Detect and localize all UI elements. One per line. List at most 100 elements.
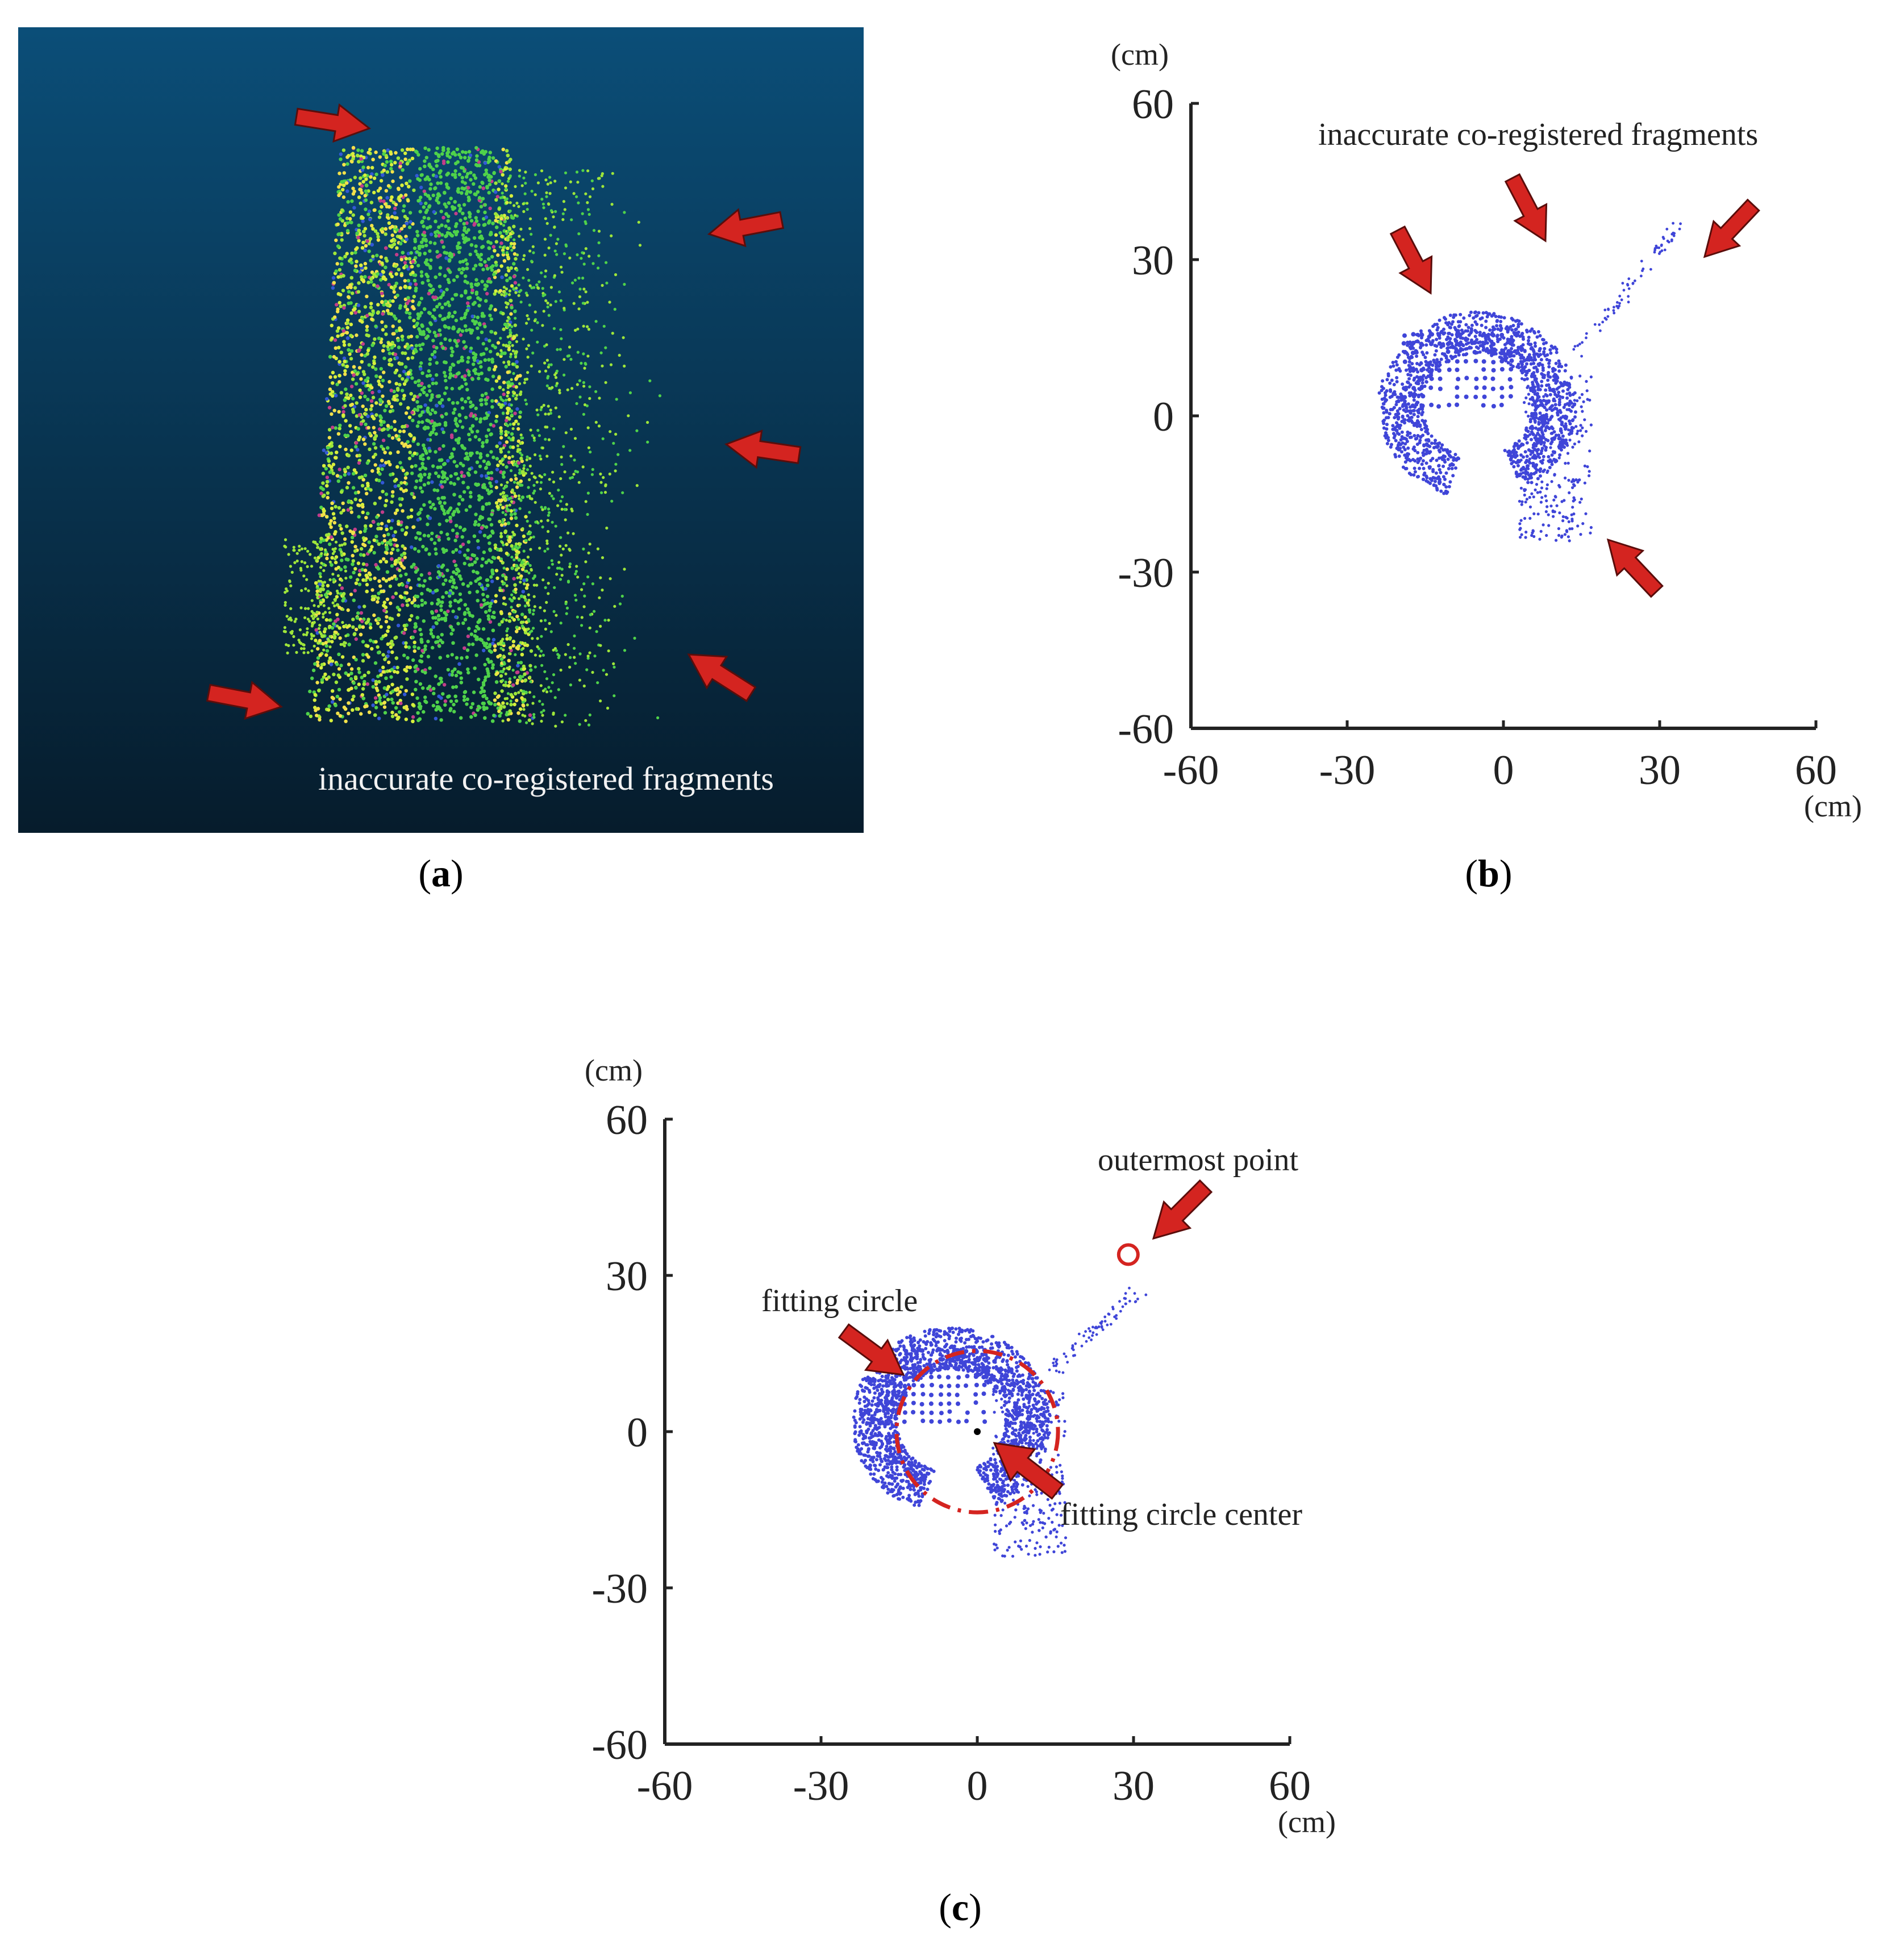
cloud-point: [460, 397, 464, 401]
cloud-point: [490, 579, 494, 583]
cloud-point: [591, 262, 595, 265]
cloud-point: [549, 233, 552, 237]
cloud-point: [398, 304, 402, 308]
cloud-point: [390, 557, 394, 561]
cloud-point: [343, 473, 347, 477]
cloud-point: [423, 427, 427, 431]
cloud-point: [446, 160, 450, 164]
cloud-point: [474, 416, 478, 421]
cloud-point: [368, 622, 373, 627]
cloud-point: [366, 655, 370, 659]
cloud-point: [595, 630, 598, 633]
cloud-point: [363, 372, 366, 377]
cloud-point: [382, 705, 387, 709]
cloud-point: [405, 677, 409, 681]
cloud-point: [376, 674, 380, 678]
cloud-point: [464, 258, 468, 262]
cloud-point: [533, 319, 536, 323]
cloud-point: [446, 458, 450, 463]
cloud-point: [334, 238, 338, 243]
cloud-point: [363, 568, 368, 573]
cloud-point: [503, 167, 507, 171]
cloud-point: [404, 645, 408, 649]
cloud-point: [373, 713, 377, 717]
cloud-point: [470, 288, 474, 293]
cloud-point: [347, 688, 351, 692]
cloud-point: [592, 229, 596, 232]
cloud-point: [473, 523, 477, 527]
cloud-point: [494, 501, 499, 505]
cloud-point: [491, 374, 495, 378]
cloud-point: [447, 311, 451, 315]
cloud-point: [337, 213, 341, 217]
cloud-point: [599, 481, 603, 484]
cloud-point: [357, 349, 361, 353]
cloud-point: [357, 413, 361, 417]
cloud-point: [411, 260, 415, 264]
cloud-point: [420, 371, 424, 375]
cloud-point: [372, 272, 376, 276]
cloud-point: [379, 625, 383, 629]
cloud-point: [373, 463, 377, 467]
cloud-point: [408, 286, 412, 290]
cloud-point: [489, 523, 494, 527]
cloud-point: [610, 234, 613, 237]
cloud-point: [455, 222, 459, 226]
cloud-point: [529, 428, 532, 432]
cloud-point: [413, 380, 418, 384]
cloud-point: [328, 355, 332, 359]
cloud-point: [492, 610, 496, 615]
cloud-point: [551, 470, 555, 474]
cloud-point: [473, 470, 478, 474]
cloud-point: [421, 465, 425, 469]
cloud-point: [345, 364, 349, 369]
cloud-point: [513, 411, 517, 415]
cloud-point: [406, 278, 410, 283]
cloud-point: [532, 627, 535, 630]
cloud-point: [412, 319, 416, 323]
cloud-point: [476, 209, 480, 214]
cloud-point: [553, 696, 557, 699]
cloud-point: [331, 512, 336, 516]
cloud-point: [391, 595, 395, 599]
cloud-point: [313, 698, 316, 702]
cloud-point: [319, 506, 323, 510]
cloud-point: [454, 673, 459, 678]
cloud-point: [536, 428, 540, 432]
cloud-point: [498, 231, 502, 235]
cloud-point: [328, 656, 332, 660]
cloud-point: [581, 212, 584, 215]
cloud-point: [386, 629, 390, 633]
cloud-point: [550, 559, 553, 562]
cloud-point: [409, 251, 413, 255]
cloud-point: [601, 437, 605, 440]
cloud-point: [343, 468, 347, 472]
cloud-point: [318, 718, 322, 722]
cloud-point: [376, 303, 380, 307]
cloud-point: [411, 715, 415, 719]
cloud-point: [439, 531, 443, 535]
cloud-point: [478, 323, 482, 327]
cloud-point: [389, 160, 393, 164]
cloud-point: [469, 557, 473, 561]
cloud-point: [473, 634, 477, 638]
cloud-point: [440, 485, 444, 489]
cloud-point: [438, 401, 443, 405]
cloud-point: [466, 540, 471, 544]
cloud-point: [439, 175, 443, 179]
cloud-point: [504, 498, 508, 501]
cloud-point: [475, 570, 479, 574]
cloud-point: [361, 562, 366, 566]
cloud-point: [432, 308, 436, 312]
cloud-point: [385, 615, 389, 619]
cloud-point: [360, 568, 364, 572]
cloud-point: [440, 306, 444, 310]
cloud-point: [528, 611, 532, 614]
cloud-point: [436, 474, 441, 478]
cloud-point: [519, 479, 523, 483]
cloud-point: [498, 441, 502, 445]
cloud-point: [392, 389, 396, 394]
cloud-point: [438, 314, 442, 318]
cloud-point: [365, 239, 369, 243]
cloud-point: [453, 598, 457, 603]
